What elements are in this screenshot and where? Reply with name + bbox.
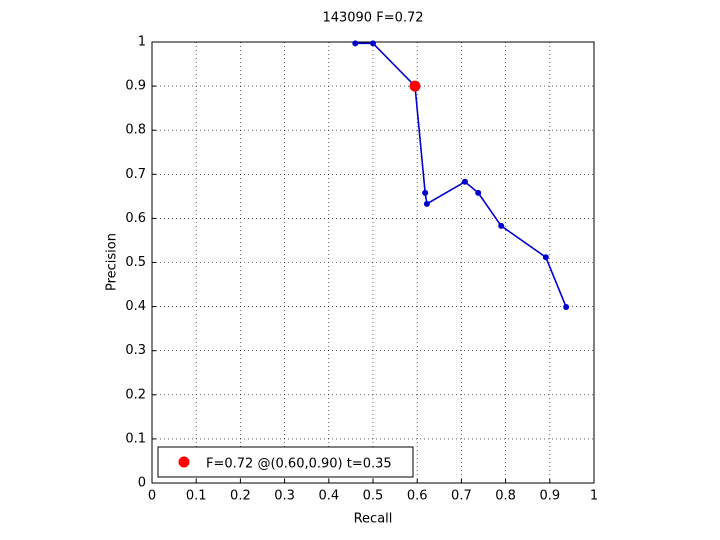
point: [498, 222, 505, 229]
x-tick-label: 0.6: [407, 489, 428, 504]
x-tick-label: 0: [148, 489, 156, 504]
y-tick-label: 0.2: [125, 387, 146, 402]
x-axis-label: Recall: [354, 512, 393, 527]
x-tick-label: 0.9: [539, 489, 560, 504]
x-tick-label: 0.7: [451, 489, 472, 504]
x-tick-label: 0.2: [230, 489, 251, 504]
y-tick-label: 0.5: [125, 255, 146, 270]
x-tick-label: 0.5: [363, 489, 384, 504]
y-tick-label: 0.8: [125, 123, 146, 138]
y-tick-label: 0: [138, 476, 146, 491]
point: [475, 189, 482, 196]
y-tick-label: 0.7: [125, 167, 146, 182]
legend-marker: [178, 456, 190, 468]
y-tick-label: 0.9: [125, 79, 146, 94]
point: [542, 254, 549, 261]
x-tick-label: 0.3: [274, 489, 295, 504]
x-tick-label: 1: [590, 489, 598, 504]
point: [461, 178, 468, 185]
point: [370, 40, 376, 47]
legend-box: [157, 446, 414, 478]
chart-title: 143090 F=0.72: [322, 11, 423, 26]
point: [423, 200, 430, 207]
y-tick-label: 0.6: [125, 211, 146, 226]
x-tick-label: 0.4: [318, 489, 339, 504]
point: [409, 80, 421, 92]
point: [422, 189, 429, 196]
y-tick-label: 0.3: [125, 343, 146, 358]
y-axis-label: Precision: [105, 233, 120, 291]
y-tick-label: 0.4: [125, 299, 146, 314]
y-tick-label: 0.1: [125, 431, 146, 446]
x-tick-label: 0.8: [495, 489, 516, 504]
y-tick-label: 1: [138, 35, 146, 50]
x-tick-label: 0.1: [186, 489, 207, 504]
point: [352, 40, 359, 47]
legend-label: F=0.72 @(0.60,0.90) t=0.35: [206, 457, 392, 472]
point: [563, 304, 570, 311]
line: [355, 42, 567, 308]
